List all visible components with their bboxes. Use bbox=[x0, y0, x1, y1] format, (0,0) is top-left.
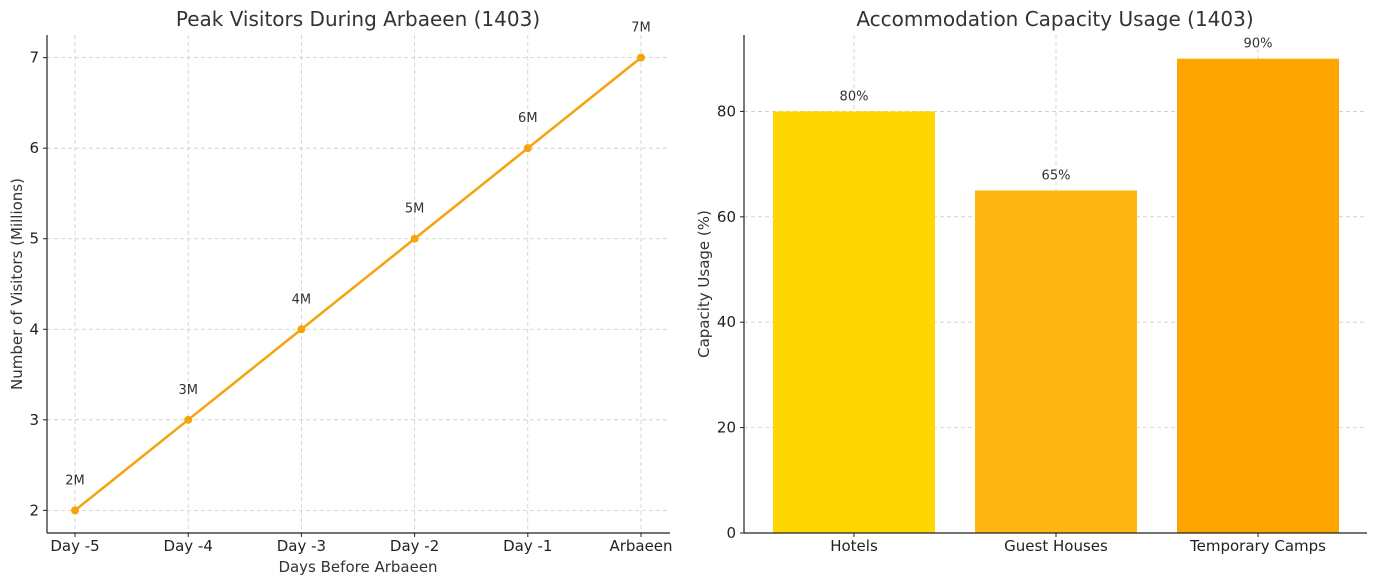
line-chart-y-tick-label: 7 bbox=[29, 49, 39, 67]
line-chart-x-tick-label: Day -3 bbox=[277, 537, 326, 555]
bar-chart-y-tick-label: 80 bbox=[717, 102, 736, 120]
line-chart-x-tick-label: Day -5 bbox=[50, 537, 99, 555]
line-chart-y-label: Number of Visitors (Millions) bbox=[8, 178, 26, 390]
bar-chart-x-tick-label: Hotels bbox=[830, 537, 878, 555]
line-point bbox=[184, 415, 193, 424]
bar-data-label: 65% bbox=[1042, 168, 1071, 183]
line-chart-title: Peak Visitors During Arbaeen (1403) bbox=[176, 7, 540, 31]
bar-chart-x-tick-label: Guest Houses bbox=[1004, 537, 1108, 555]
bars bbox=[773, 58, 1339, 534]
line-chart-x-tick-label: Arbaeen bbox=[609, 537, 672, 555]
bar-chart-title: Accommodation Capacity Usage (1403) bbox=[856, 7, 1253, 31]
line-point bbox=[297, 325, 306, 334]
line-point bbox=[637, 53, 645, 62]
line-chart-y-tick-label: 4 bbox=[29, 320, 39, 338]
line-series bbox=[74, 56, 642, 512]
line-chart-x-label: Days Before Arbaeen bbox=[278, 558, 437, 576]
bar-chart-y-tick-label: 20 bbox=[717, 419, 736, 437]
line-data-label: 5M bbox=[405, 202, 425, 217]
bar bbox=[1177, 58, 1339, 533]
bar-data-label: 80% bbox=[840, 89, 869, 104]
line-point bbox=[71, 506, 79, 515]
line-chart-y-tick-label: 2 bbox=[29, 501, 39, 519]
line-data-label: 7M bbox=[631, 21, 651, 36]
bar-chart-x-tick-label: Temporary Camps bbox=[1189, 537, 1326, 555]
line-data-label: 6M bbox=[518, 111, 538, 126]
line-points bbox=[71, 53, 645, 515]
bar-chart-y-tick-label: 40 bbox=[717, 313, 736, 331]
line-data-label: 4M bbox=[292, 292, 312, 307]
bar-chart: Accommodation Capacity Usage (1403) 0 20 4… bbox=[695, 7, 1367, 555]
line-chart-x-tick-label: Day -1 bbox=[503, 537, 552, 555]
line-point bbox=[410, 234, 419, 243]
bar-data-labels: 80% 65% 90% bbox=[840, 37, 1273, 184]
line-data-labels: 2M 3M 4M 5M 6M 7M bbox=[65, 21, 651, 489]
line-chart-x-tick-label: Day -2 bbox=[390, 537, 439, 555]
line-data-label: 2M bbox=[65, 473, 85, 488]
line-chart-y-tick-label: 5 bbox=[29, 230, 39, 248]
line-chart-ticks: 2 3 4 5 6 7 Day -5 Day -4 Day -3 Day -2 Day -1 Arba… bbox=[29, 49, 672, 555]
bar-chart-y-tick-label: 0 bbox=[726, 524, 736, 542]
line-data-label: 3M bbox=[178, 383, 198, 398]
line-chart-y-tick-label: 6 bbox=[29, 139, 39, 157]
bar bbox=[975, 190, 1137, 533]
bar-data-label: 90% bbox=[1244, 37, 1273, 52]
line-chart-x-tick-label: Day -4 bbox=[164, 537, 213, 555]
bar-chart-y-tick-label: 60 bbox=[717, 208, 736, 226]
bar-chart-y-label: Capacity Usage (%) bbox=[695, 210, 713, 358]
line-point bbox=[523, 144, 532, 153]
bar bbox=[773, 111, 935, 534]
line-chart-grid bbox=[47, 35, 670, 533]
bar-chart-ticks: 0 20 40 60 80 Hotels Guest Houses Temporary Cam… bbox=[717, 102, 1326, 555]
line-chart-y-tick-label: 3 bbox=[29, 411, 39, 429]
line-chart: Peak Visitors During Arbaeen (1403) 2 3 4 5… bbox=[8, 7, 673, 576]
